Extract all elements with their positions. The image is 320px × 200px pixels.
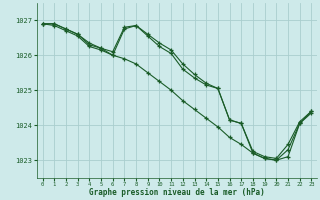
- X-axis label: Graphe pression niveau de la mer (hPa): Graphe pression niveau de la mer (hPa): [89, 188, 265, 197]
